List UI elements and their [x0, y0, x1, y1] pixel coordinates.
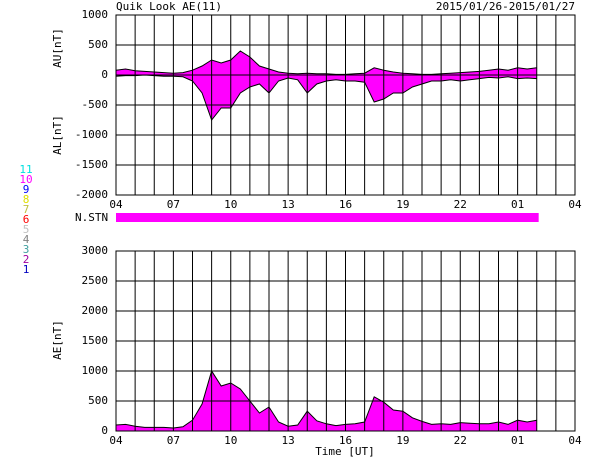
x-tick-label: 04	[568, 434, 582, 447]
y-tick-label: -2000	[75, 188, 108, 201]
y-tick-label: 1000	[82, 8, 109, 21]
x-axis-label: Time [UT]	[315, 445, 375, 458]
legend-entry: 5	[23, 223, 30, 236]
x-tick-label: 01	[511, 198, 524, 211]
x-tick-label: 04	[109, 434, 123, 447]
x-tick-label: 22	[454, 434, 467, 447]
y-tick-label: 2500	[82, 274, 109, 287]
y-tick-label: 500	[88, 38, 108, 51]
x-tick-label: 13	[282, 198, 295, 211]
x-tick-label: 16	[339, 434, 352, 447]
x-tick-label: 19	[396, 434, 409, 447]
y-tick-label: 1500	[82, 334, 109, 347]
y-tick-label: 3000	[82, 244, 109, 257]
date-range: 2015/01/26-2015/01/27	[436, 0, 575, 13]
y-axis-label: AU[nT]	[51, 28, 64, 68]
x-tick-label: 10	[224, 198, 237, 211]
y-axis-label: AL[nT]	[51, 115, 64, 155]
legend-entry: 1	[23, 263, 30, 276]
x-tick-label: 22	[454, 198, 467, 211]
x-tick-label: 16	[339, 198, 352, 211]
plot-frame	[115, 14, 576, 196]
y-tick-label: 500	[88, 394, 108, 407]
chart-title: Quik Look AE(11)	[116, 0, 222, 13]
x-tick-label: 04	[568, 198, 582, 211]
x-tick-label: 13	[282, 434, 295, 447]
legend-entry: 11	[19, 163, 32, 176]
x-tick-label: 01	[511, 434, 524, 447]
area	[116, 51, 537, 75]
legend-entry: 8	[23, 193, 30, 206]
legend-entry: 2	[23, 253, 30, 266]
station-label: N.STN	[75, 211, 108, 224]
legend-entry: 6	[23, 213, 30, 226]
y-tick-label: 0	[101, 424, 108, 437]
y-tick-label: -500	[82, 98, 109, 111]
plot-frame	[115, 250, 576, 432]
x-tick-label: 07	[167, 434, 180, 447]
y-tick-label: 1000	[82, 364, 109, 377]
y-tick-label: 0	[101, 68, 108, 81]
legend-entry: 7	[23, 203, 30, 216]
y-tick-label: -1000	[75, 128, 108, 141]
x-tick-label: 04	[109, 198, 123, 211]
legend-entry: 4	[23, 233, 30, 246]
station-bar	[116, 213, 539, 222]
legend-entry: 3	[23, 243, 30, 256]
y-tick-label: 2000	[82, 304, 109, 317]
x-tick-label: 19	[396, 198, 409, 211]
y-axis-label: AE[nT]	[51, 320, 64, 360]
x-tick-label: 07	[167, 198, 180, 211]
legend-entry: 10	[19, 173, 32, 186]
legend-entry: 9	[23, 183, 30, 196]
area	[116, 75, 537, 120]
x-tick-label: 10	[224, 434, 237, 447]
y-tick-label: -1500	[75, 158, 108, 171]
